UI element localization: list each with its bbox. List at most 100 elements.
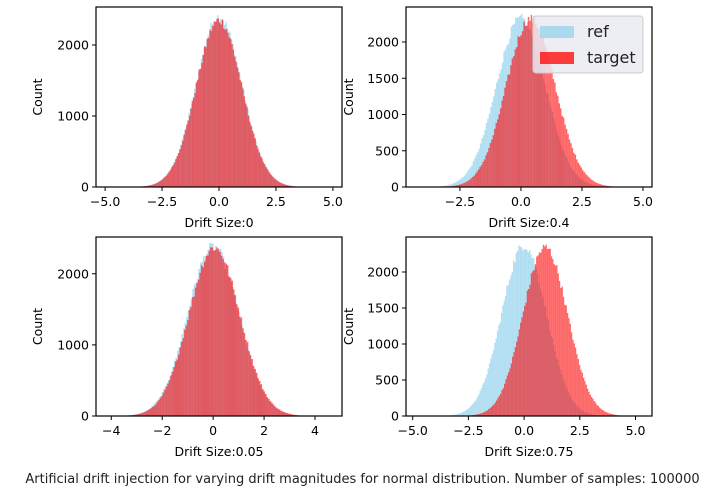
histogram-bar [147, 185, 150, 187]
histogram-bar [503, 300, 505, 416]
histogram-bar [249, 121, 251, 187]
histogram-bar [461, 183, 464, 187]
histogram-bar [202, 54, 204, 188]
x-axis-label: Drift Size:0 [184, 215, 253, 230]
histogram-bar [288, 413, 290, 416]
histogram-bar [505, 379, 507, 416]
histogram-bar [170, 375, 172, 416]
histogram-bar [199, 272, 201, 416]
y-tick-label: 1000 [367, 336, 399, 351]
histogram-bar [208, 250, 211, 416]
histogram-bar [236, 67, 239, 187]
histogram-bar [235, 61, 237, 187]
histogram-bar [586, 388, 589, 416]
histogram-bar [136, 414, 139, 416]
histogram-bar [493, 404, 495, 416]
y-axis-label: Count [341, 308, 356, 345]
histogram-bar [581, 372, 583, 416]
histogram-bar [206, 38, 209, 187]
histogram-bar [176, 155, 178, 187]
histogram-bar [220, 255, 223, 416]
histogram-bar [257, 148, 259, 187]
histogram-bar [606, 412, 609, 416]
histogram-bar [203, 46, 206, 187]
histogram-bar [190, 307, 192, 416]
histogram-bar [578, 364, 581, 416]
histogram-bar [492, 135, 495, 187]
histogram-bar [572, 339, 574, 416]
histogram-bar [200, 265, 203, 416]
histogram-bar [518, 329, 521, 416]
histogram-bar [252, 365, 255, 416]
histogram-bar [532, 271, 534, 416]
histogram-bar [456, 185, 458, 187]
histogram-bar [275, 407, 278, 416]
histogram-bar [236, 304, 238, 416]
histogram-bar [194, 287, 197, 416]
histogram-bar [471, 165, 473, 187]
histogram-bar [486, 410, 488, 416]
histogram-bar [222, 259, 224, 416]
histogram-bar [292, 414, 295, 416]
histogram-bar [221, 19, 224, 188]
histogram-bar [552, 79, 555, 187]
histogram-bar [188, 309, 191, 416]
histogram-bar [269, 173, 271, 187]
histogram-bar [594, 402, 597, 416]
histogram-bar [183, 134, 185, 187]
histogram-bar [555, 92, 558, 187]
histogram-bar [466, 171, 469, 187]
histogram-bar [454, 414, 456, 416]
histogram-bar [156, 183, 158, 187]
histogram-bar [142, 412, 145, 416]
y-tick-label: 0 [81, 409, 89, 424]
histogram-bar [456, 181, 458, 187]
histogram-bar [285, 184, 288, 187]
histogram-bar [138, 413, 140, 416]
histogram-bar [561, 115, 563, 187]
histogram-bar [600, 184, 603, 187]
histogram-bar [224, 29, 226, 188]
histogram-bar [510, 65, 512, 187]
histogram-bar [227, 32, 229, 188]
histogram-bar [596, 404, 598, 416]
histogram-bar [485, 123, 488, 187]
histogram-bar [210, 30, 213, 187]
histogram-bar [216, 247, 218, 416]
histogram-bar [522, 311, 525, 416]
histogram-bar [219, 251, 221, 416]
histogram-bar [526, 290, 529, 416]
histogram-bar [508, 279, 511, 416]
series-target [457, 244, 634, 416]
histogram-bar [171, 371, 174, 416]
histogram-bar [135, 414, 137, 416]
histogram-bar [545, 47, 547, 188]
histogram-bar [481, 413, 483, 416]
histogram-bar [573, 152, 575, 187]
histogram-bar [181, 341, 183, 416]
histogram-bar [546, 248, 549, 416]
histogram-bar [475, 414, 478, 416]
histogram-bar [229, 38, 232, 187]
histogram-bar [269, 401, 272, 416]
histogram-bar [540, 35, 543, 188]
histogram-bar [449, 184, 451, 187]
histogram-bar [498, 114, 500, 187]
histogram-bar [237, 307, 240, 416]
histogram-bar [549, 62, 552, 187]
histogram-bar [482, 135, 485, 187]
histogram-bar [552, 258, 554, 416]
histogram-bar [508, 372, 510, 416]
histogram-bar [219, 22, 221, 187]
histogram-bar [197, 79, 199, 187]
histogram-bar [500, 393, 502, 416]
histogram-bar [139, 413, 142, 416]
histogram-bar [273, 178, 276, 187]
y-tick-label: 2000 [367, 35, 399, 50]
histogram-bar [447, 184, 450, 187]
histogram-bar [234, 295, 237, 416]
histogram-bar [240, 82, 243, 187]
histogram-bar [281, 183, 284, 187]
histogram-bar [580, 370, 582, 416]
histogram-bar [492, 405, 494, 416]
